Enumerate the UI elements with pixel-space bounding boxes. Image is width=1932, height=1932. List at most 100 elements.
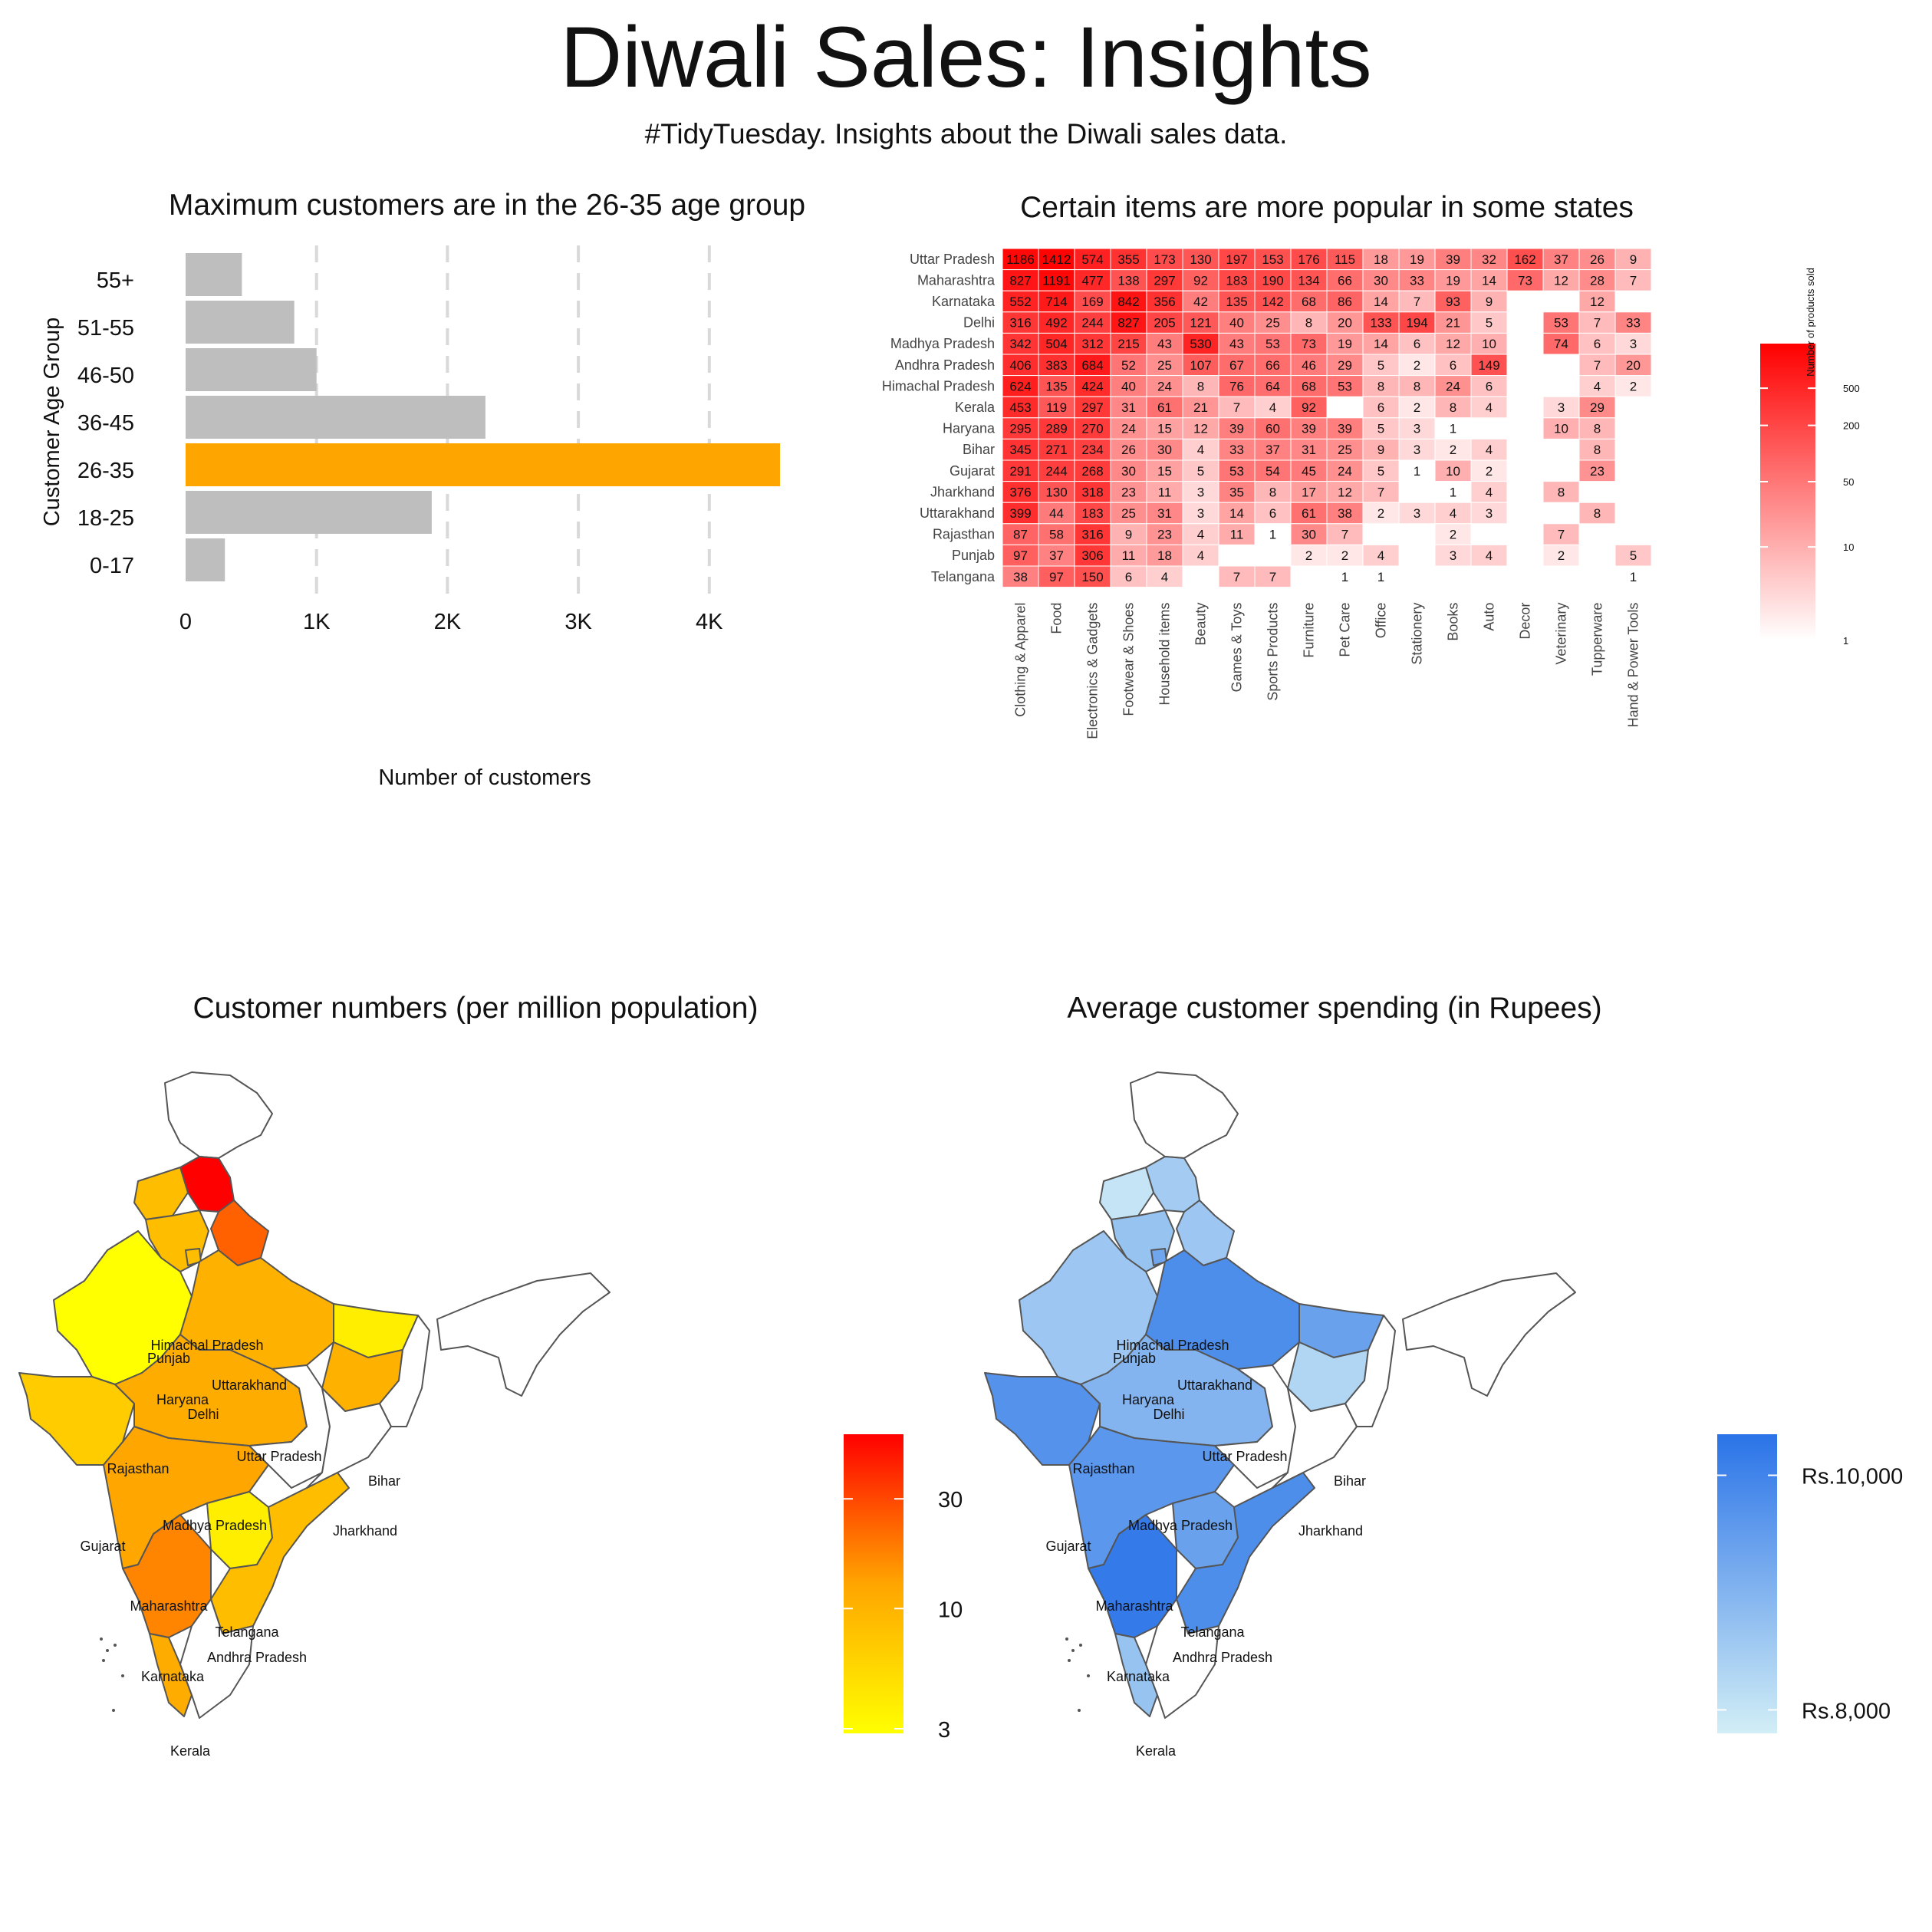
heatmap-cell-label: 10 (1446, 464, 1460, 479)
state-label: Bihar (368, 1473, 400, 1489)
heatmap-cell (1038, 438, 1075, 461)
state-label: Gujarat (80, 1539, 125, 1554)
heatmap-cell (1182, 502, 1219, 525)
heatmap-cell-label: 827 (1009, 273, 1031, 288)
heatmap-legend-bar (1760, 344, 1815, 640)
heatmap-cell-label: 33 (1410, 273, 1424, 288)
heatmap-cell (1614, 375, 1652, 397)
heatmap-cell-label: 31 (1121, 400, 1136, 415)
heatmap-cell-label: 43 (1229, 337, 1244, 351)
heatmap-cell-label: 684 (1081, 358, 1103, 373)
heatmap-cell-label: 1191 (1042, 273, 1071, 288)
state-region (436, 1272, 611, 1397)
heatmap-cell-label: 6 (1125, 570, 1132, 584)
heatmap-cell-label: 19 (1338, 337, 1352, 351)
island-dot (100, 1637, 103, 1641)
heatmap-cell-label: 3 (1197, 485, 1204, 499)
heatmap-row-label: Punjab (952, 548, 995, 563)
heatmap-cell (1362, 565, 1400, 588)
heatmap-cell-label: 44 (1049, 506, 1064, 521)
heatmap-cell-label: 28 (1590, 273, 1605, 288)
heatmap-cell-label: 23 (1157, 528, 1172, 542)
state-label: Haryana (156, 1392, 209, 1407)
state-region (164, 1071, 273, 1159)
heatmap-cell-label: 149 (1478, 358, 1499, 373)
heatmap-cell-label: 355 (1117, 252, 1139, 267)
heatmap-cell-label: 10 (1482, 337, 1496, 351)
heatmap-cell-label: 1 (1414, 464, 1420, 479)
heatmap-cell (1326, 332, 1364, 355)
heatmap-cell-label: 20 (1338, 316, 1352, 331)
heatmap-cell-label: 7 (1594, 358, 1601, 373)
island-dot (114, 1644, 117, 1647)
heatmap-cell-label: 268 (1081, 464, 1103, 479)
heatmap-cell-label: 54 (1266, 464, 1280, 479)
heatmap-cell-label: 530 (1190, 337, 1211, 351)
heatmap-cell-label: 342 (1009, 337, 1031, 351)
heatmap-cell-label: 6 (1594, 337, 1601, 351)
heatmap-col-label: Footwear & Shoes (1121, 603, 1137, 716)
heatmap-col-label: Household items (1157, 603, 1173, 706)
x-tick-label: 2K (434, 610, 462, 634)
heatmap-cell (1470, 248, 1508, 271)
heatmap-cell-label: 9 (1630, 252, 1637, 267)
heatmap-cell-label: 58 (1049, 528, 1064, 542)
heatmap-cell (1146, 269, 1183, 291)
heatmap-col-label: Books (1446, 603, 1461, 641)
heatmap-cell (1146, 544, 1183, 567)
heatmap-cell-label: 53 (1554, 316, 1568, 331)
heatmap-col-label: Hand & Power Tools (1626, 603, 1641, 728)
heatmap-cell (1290, 396, 1328, 419)
heatmap-cell-label: 87 (1013, 528, 1028, 542)
heatmap-cell-label: 10 (1554, 422, 1568, 436)
state-label: Rajasthan (1072, 1461, 1134, 1476)
heatmap-cell-label: 24 (1338, 464, 1352, 479)
heatmap-cell-label: 11 (1158, 485, 1172, 499)
heatmap-col-label: Stationery (1410, 603, 1425, 665)
heatmap-cell-label: 316 (1081, 528, 1103, 542)
legend-tick-label: Rs.8,000 (1802, 1699, 1891, 1723)
heatmap-cell (1254, 354, 1292, 377)
bar (186, 396, 485, 439)
heatmap-cell (1362, 459, 1400, 482)
heatmap-cell-label: 2 (1341, 548, 1348, 563)
heatmap-cell (1182, 438, 1219, 461)
heatmap-cell-label: 552 (1009, 295, 1031, 309)
heatmap-cell-label: 12 (1338, 485, 1352, 499)
heatmap-cell-label: 76 (1229, 379, 1244, 393)
heatmap-cell-label: 205 (1154, 316, 1175, 331)
heatmap-cell (1326, 311, 1364, 334)
heatmap-cell-label: 14 (1229, 506, 1244, 521)
heatmap-cell-label: 15 (1157, 422, 1172, 436)
bar (186, 253, 242, 296)
heatmap-cell (1074, 248, 1111, 271)
heatmap-cell (1290, 290, 1328, 313)
heatmap-cell-label: 133 (1370, 316, 1391, 331)
heatmap-cell-label: 4 (1486, 485, 1493, 499)
heatmap-cell-label: 5 (1486, 316, 1493, 331)
heatmap-cell-label: 504 (1045, 337, 1067, 351)
heatmap-cell (1182, 396, 1219, 419)
legend-tick-label: 10 (938, 1598, 963, 1622)
state-label: Punjab (147, 1351, 190, 1366)
state-region (133, 1167, 189, 1220)
heatmap-cell-label: 11 (1122, 548, 1136, 563)
heatmap-cell-label: 4 (1161, 570, 1168, 584)
heatmap-cell-label: 121 (1190, 316, 1211, 331)
heatmap-cell-label: 477 (1081, 273, 1103, 288)
state-label: Himachal Pradesh (150, 1338, 263, 1353)
heatmap-row-label: Karnataka (932, 294, 996, 309)
state-region (1176, 1472, 1315, 1634)
y-tick-label: 26-35 (77, 459, 134, 483)
heatmap-cell-label: 7 (1341, 528, 1348, 542)
heatmap-cell-label: 1 (1377, 570, 1384, 584)
heatmap-cell (1326, 417, 1364, 439)
heatmap-cell-label: 29 (1590, 400, 1605, 415)
heatmap-row-label: Telangana (931, 569, 996, 584)
heatmap-cell (1074, 502, 1111, 525)
legend-tick-label: 30 (938, 1488, 963, 1512)
heatmap-cell (1542, 481, 1580, 503)
page-title: Diwali Sales: Insights (560, 9, 1372, 105)
heatmap-cell (1146, 354, 1183, 377)
heatmap-cell-label: 162 (1514, 252, 1535, 267)
